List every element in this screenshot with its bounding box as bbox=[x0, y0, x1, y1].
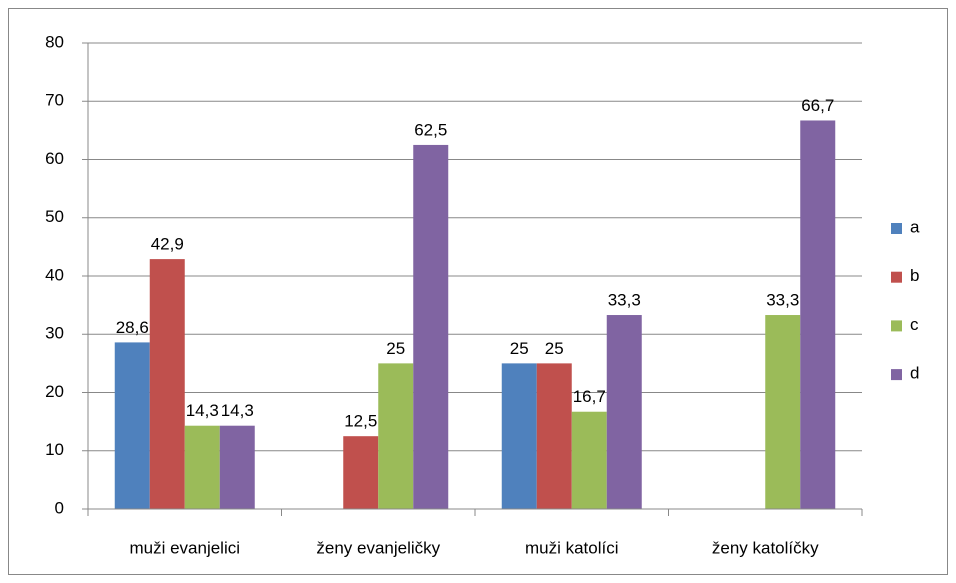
data-label: 25 bbox=[510, 339, 529, 358]
y-tick-label: 70 bbox=[45, 91, 64, 110]
legend-label: a bbox=[910, 217, 920, 236]
data-label: 25 bbox=[545, 339, 564, 358]
bar bbox=[800, 120, 836, 509]
bar bbox=[501, 363, 537, 509]
data-label: 62,5 bbox=[414, 120, 447, 139]
data-label: 12,5 bbox=[344, 412, 377, 431]
bar bbox=[219, 425, 255, 509]
y-tick-label: 10 bbox=[45, 440, 64, 459]
bar bbox=[378, 363, 414, 509]
data-label: 33,3 bbox=[608, 291, 641, 310]
y-tick-label: 60 bbox=[45, 149, 64, 168]
legend-swatch bbox=[891, 223, 902, 234]
data-label: 14,3 bbox=[186, 401, 219, 420]
bar bbox=[413, 144, 449, 509]
bar bbox=[184, 425, 220, 509]
x-tick-label: ženy katolíčky bbox=[712, 538, 819, 557]
x-tick-label: muži evanjelici bbox=[129, 538, 240, 557]
x-tick-label: ženy evanjeličky bbox=[316, 538, 440, 557]
data-label: 33,3 bbox=[766, 291, 799, 310]
data-label: 66,7 bbox=[801, 96, 834, 115]
legend-swatch bbox=[891, 271, 902, 283]
bar bbox=[765, 315, 801, 509]
y-tick-label: 50 bbox=[45, 207, 64, 226]
data-label: 25 bbox=[386, 339, 405, 358]
bar bbox=[571, 411, 607, 509]
legend-label: b bbox=[910, 266, 919, 285]
legend-swatch bbox=[891, 320, 902, 332]
y-tick-label: 20 bbox=[45, 382, 64, 401]
y-tick-label: 30 bbox=[45, 324, 64, 343]
data-label: 14,3 bbox=[221, 401, 254, 420]
y-tick-label: 40 bbox=[45, 265, 64, 284]
y-tick-label: 0 bbox=[55, 498, 64, 517]
data-label: 16,7 bbox=[573, 387, 606, 406]
y-tick-label: 80 bbox=[45, 32, 64, 51]
legend-swatch bbox=[891, 369, 902, 381]
data-label: 42,9 bbox=[151, 235, 184, 254]
bar bbox=[114, 342, 150, 509]
bar bbox=[149, 259, 185, 509]
bar bbox=[343, 436, 379, 509]
bar bbox=[606, 315, 642, 509]
legend-label: c bbox=[910, 315, 919, 334]
data-label: 28,6 bbox=[116, 318, 149, 337]
bar bbox=[536, 363, 572, 509]
legend-label: d bbox=[910, 364, 919, 383]
x-tick-label: muži katolíci bbox=[525, 538, 619, 557]
